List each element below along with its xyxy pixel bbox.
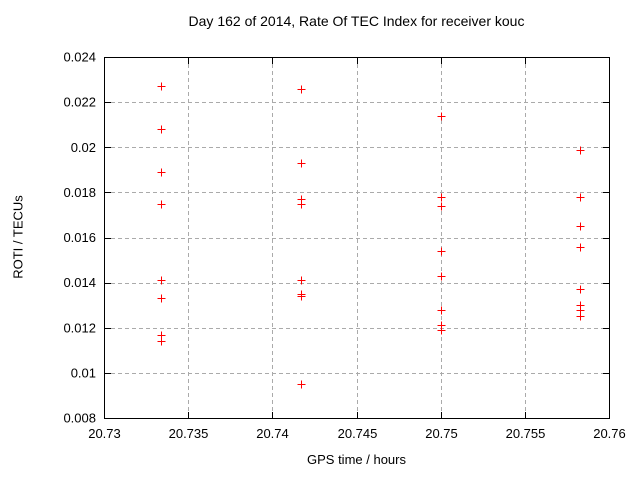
chart-title: Day 162 of 2014, Rate Of TEC Index for r… <box>188 13 525 29</box>
y-tick-label: 0.012 <box>63 320 96 335</box>
y-tick-label: 0.014 <box>63 275 96 290</box>
y-tick-label: 0.02 <box>71 140 96 155</box>
y-tick-label: 0.024 <box>63 50 96 65</box>
y-tick-label: 0.016 <box>63 230 96 245</box>
x-tick-label: 20.735 <box>169 426 209 441</box>
x-tick-label: 20.755 <box>506 426 546 441</box>
data-points <box>157 82 585 389</box>
x-tick-label: 20.75 <box>425 426 458 441</box>
x-tick-label: 20.73 <box>88 426 121 441</box>
y-tick-label: 0.008 <box>63 411 96 426</box>
x-tick-label: 20.76 <box>593 426 626 441</box>
x-tick-label: 20.745 <box>338 426 378 441</box>
y-tick-label: 0.022 <box>63 95 96 110</box>
x-tick-label: 20.74 <box>256 426 289 441</box>
y-tick-label: 0.018 <box>63 185 96 200</box>
x-axis-title: GPS time / hours <box>307 452 406 467</box>
y-tick-label: 0.01 <box>71 365 96 380</box>
plot-border <box>104 57 610 419</box>
